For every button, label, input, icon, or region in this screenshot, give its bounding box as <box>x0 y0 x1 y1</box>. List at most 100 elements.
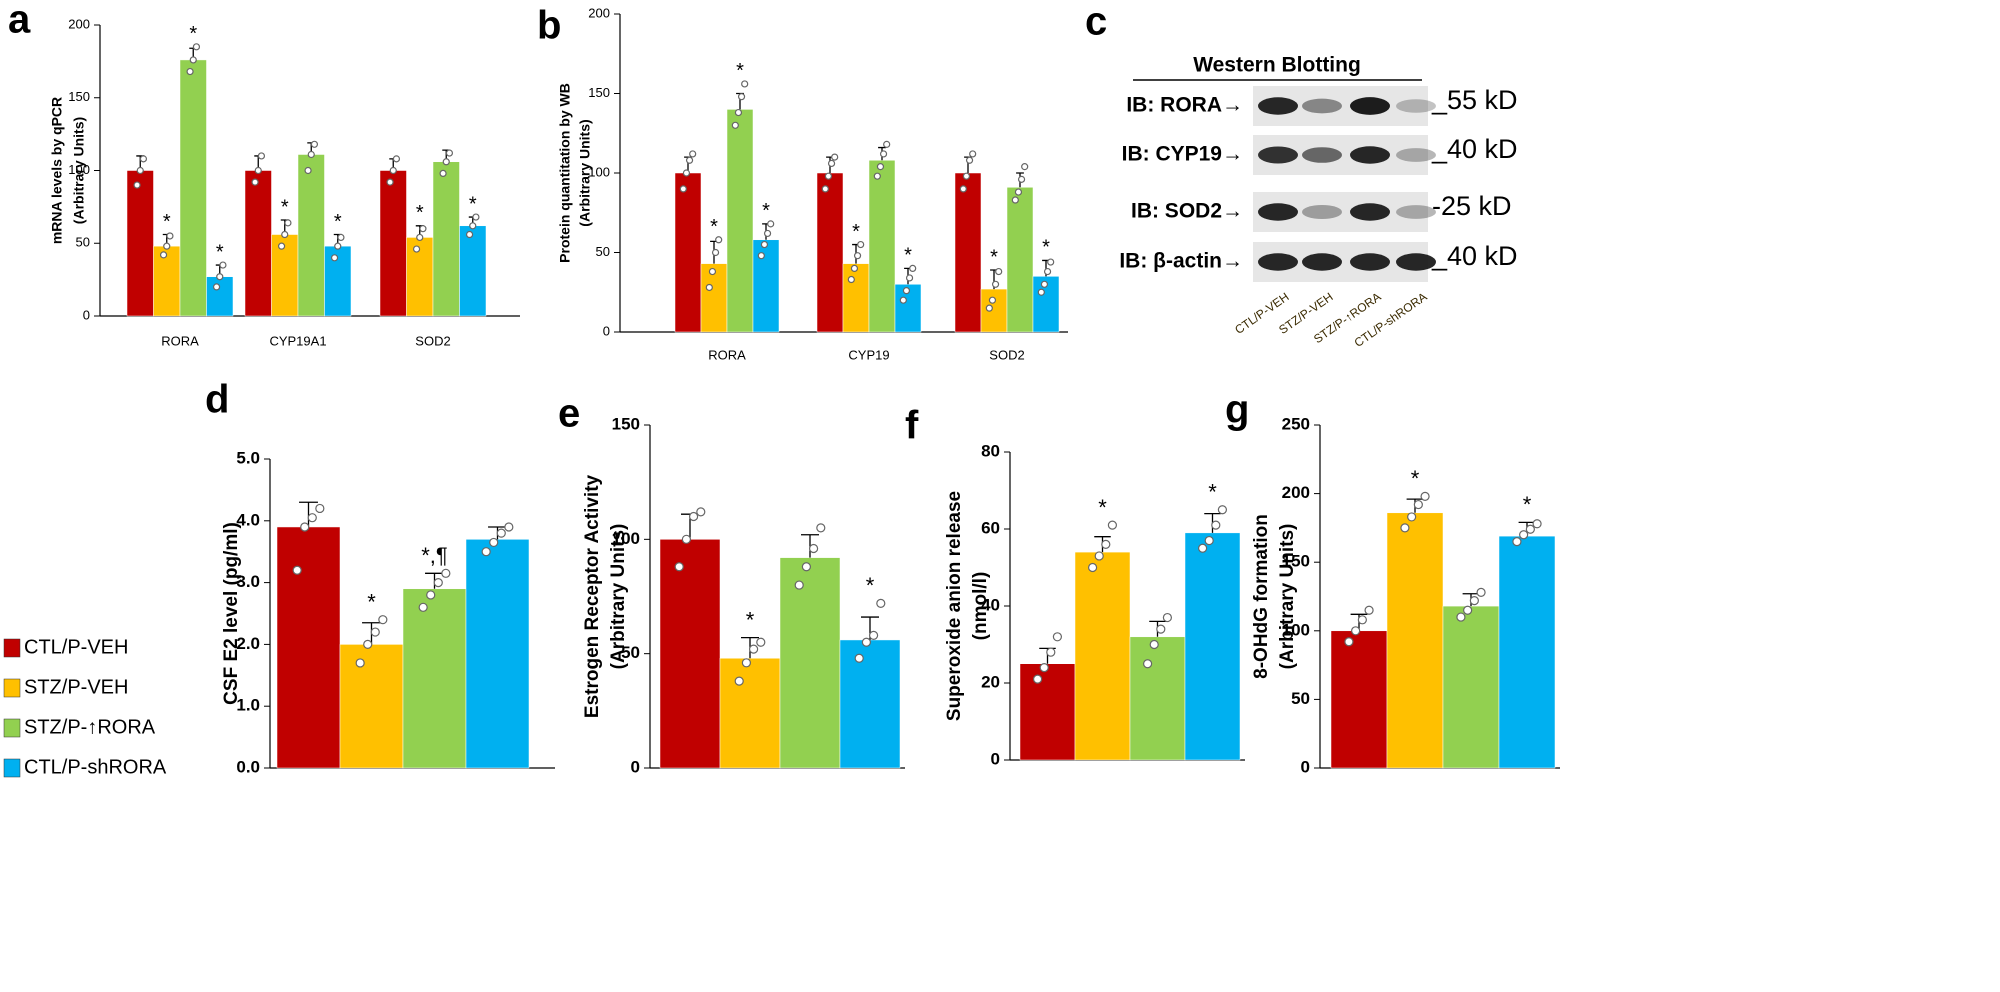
significance-mark: * <box>904 245 912 267</box>
data-point <box>876 163 885 171</box>
data-point <box>277 242 286 250</box>
data-point <box>257 152 266 160</box>
data-point <box>905 274 914 282</box>
data-point <box>962 172 971 180</box>
error-bar <box>299 501 318 527</box>
blot-band <box>1396 99 1436 113</box>
legend-swatch <box>3 678 21 698</box>
bar <box>459 225 487 317</box>
y-tick-label: 50 <box>1291 689 1310 708</box>
data-point <box>166 232 174 240</box>
data-point <box>1052 632 1063 642</box>
data-point <box>850 264 859 272</box>
data-point <box>386 178 394 186</box>
data-point <box>689 150 697 158</box>
data-point <box>767 220 775 228</box>
y-tick-label: 0 <box>83 307 90 322</box>
bar <box>432 161 460 317</box>
data-point <box>1407 512 1417 522</box>
blot-band <box>1302 147 1342 163</box>
data-point <box>472 213 480 221</box>
y-tick-label: 3.0 <box>236 572 260 591</box>
data-point <box>284 219 292 227</box>
data-point <box>189 56 197 64</box>
blot-row-label: IB: SOD2→ <box>1131 200 1243 223</box>
bar <box>659 539 721 769</box>
data-point <box>682 169 691 177</box>
y-axis-label: 8-OHdG formation <box>1251 514 1272 679</box>
data-point <box>441 568 451 578</box>
data-point <box>300 522 310 532</box>
data-point <box>685 156 694 164</box>
y-tick-label: 250 <box>1282 414 1310 433</box>
data-point <box>1217 505 1228 515</box>
data-point <box>192 43 201 51</box>
data-point <box>1149 639 1159 650</box>
bar <box>465 539 530 769</box>
y-tick-label: 200 <box>68 16 90 31</box>
bar <box>980 288 1008 333</box>
blot-band <box>1350 97 1390 115</box>
y-tick-label: 100 <box>588 164 610 179</box>
data-point <box>969 150 977 158</box>
data-point <box>883 140 891 148</box>
data-point <box>392 155 401 163</box>
y-tick-label: 150 <box>612 414 640 433</box>
data-point <box>163 242 171 250</box>
bar <box>179 59 207 317</box>
x-tick-label: SOD2 <box>415 333 450 348</box>
y-tick-label: 200 <box>588 5 610 20</box>
data-point <box>433 577 443 588</box>
data-point <box>504 522 514 532</box>
y-tick-label: 150 <box>1282 552 1310 571</box>
data-point <box>1043 267 1052 276</box>
y-tick-label: 40 <box>981 595 1000 614</box>
y-tick-label: 100 <box>68 162 90 177</box>
data-point <box>808 543 819 554</box>
significance-mark: * <box>736 60 744 82</box>
data-point <box>334 242 342 250</box>
data-point <box>959 185 967 193</box>
data-point <box>1011 196 1019 204</box>
data-point <box>708 267 717 276</box>
data-point <box>696 507 706 517</box>
significance-mark: * <box>1411 466 1420 491</box>
significance-mark: * <box>866 573 875 598</box>
blot-row-label: IB: CYP19→ <box>1122 143 1243 166</box>
legend-label: STZ/P-↑RORA <box>24 716 156 738</box>
blot-size-label: -25 kD <box>1432 191 1512 221</box>
data-point <box>307 513 317 523</box>
data-point <box>418 602 428 612</box>
data-point <box>847 275 855 284</box>
data-point <box>1014 188 1023 196</box>
data-point <box>756 637 766 647</box>
data-point <box>674 562 684 572</box>
data-point <box>304 166 312 175</box>
data-point <box>1021 163 1029 171</box>
panel-letter: a <box>8 0 31 42</box>
data-point <box>1420 491 1430 501</box>
bar <box>1498 535 1556 769</box>
data-point <box>711 248 720 257</box>
bar <box>1019 663 1076 761</box>
bar <box>839 639 901 769</box>
data-point <box>873 172 881 180</box>
data-point <box>1101 539 1111 550</box>
data-point <box>389 166 397 175</box>
data-point <box>688 511 699 522</box>
data-point <box>741 658 752 668</box>
blot-band <box>1350 146 1390 164</box>
data-point <box>1519 530 1529 540</box>
y-tick-label: 4.0 <box>236 510 260 529</box>
bar <box>954 172 982 333</box>
data-point <box>760 240 769 249</box>
data-point <box>442 158 450 166</box>
data-point <box>731 121 739 129</box>
panel-letter: d <box>205 378 229 422</box>
data-point <box>1094 551 1104 561</box>
data-point <box>1156 624 1166 634</box>
x-tick-label: CYP19A1 <box>269 333 326 348</box>
bar <box>1330 630 1388 769</box>
data-point <box>1364 605 1374 615</box>
